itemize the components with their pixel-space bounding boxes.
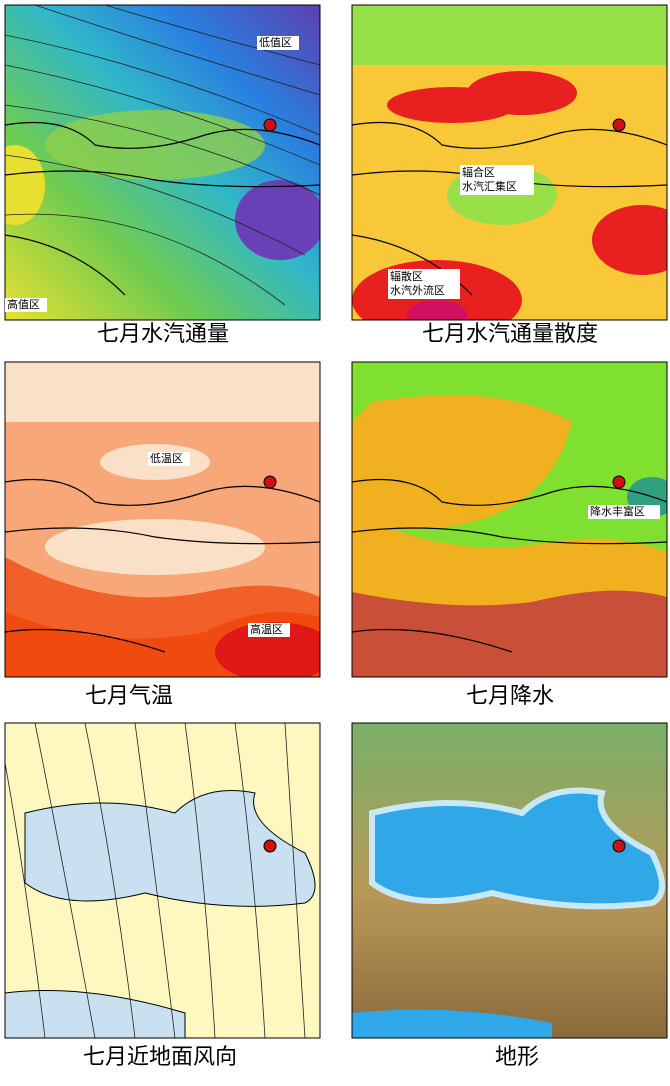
panel: 降水丰富区 bbox=[351, 361, 668, 678]
label: 辐散区 bbox=[390, 269, 423, 283]
panel: 辐合区 水汽汇集区 辐散区 水汽外流区 bbox=[351, 4, 668, 321]
panel bbox=[351, 722, 668, 1039]
panel: 低值区 高值区 bbox=[4, 4, 321, 321]
caption: 地形 bbox=[495, 1045, 539, 1070]
caption: 七月近地面风向 bbox=[83, 1045, 237, 1070]
caption: 七月降水 bbox=[466, 684, 554, 709]
caption: 七月水汽通量散度 bbox=[422, 322, 598, 347]
panel bbox=[4, 722, 321, 1039]
label: 辐合区 bbox=[462, 165, 495, 179]
label: 水汽汇集区 bbox=[462, 179, 517, 193]
label: 低温区 bbox=[150, 452, 183, 465]
label: 高温区 bbox=[250, 622, 283, 636]
caption: 七月水汽通量 bbox=[97, 322, 229, 347]
label: 高值区 bbox=[7, 297, 40, 311]
caption: 七月气温 bbox=[85, 684, 173, 709]
label: 降水丰富区 bbox=[590, 504, 645, 518]
label: 低值区 bbox=[259, 36, 292, 49]
panel: 低温区 高温区 bbox=[4, 361, 321, 678]
label: 水汽外流区 bbox=[390, 283, 445, 297]
